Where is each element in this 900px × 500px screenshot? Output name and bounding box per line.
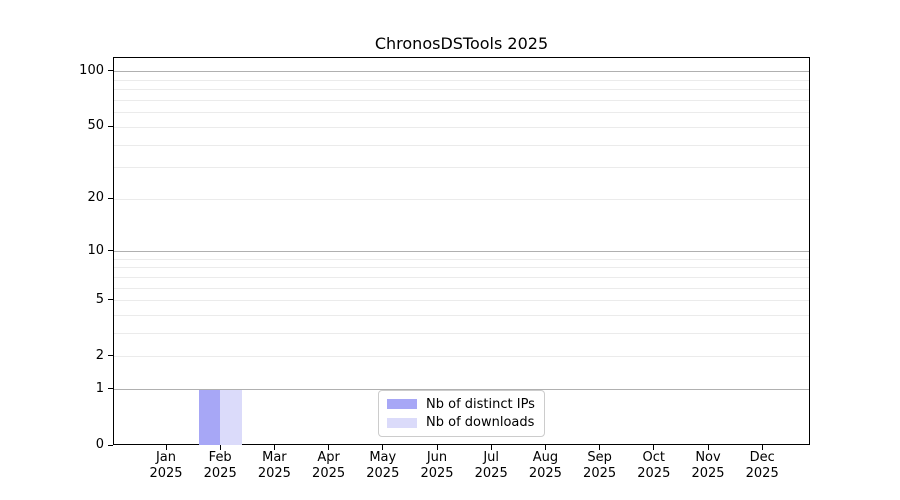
x-tick-year: 2025 xyxy=(691,466,725,481)
x-tick-mark xyxy=(653,445,655,450)
x-tick-label: Dec 2025 xyxy=(730,450,794,482)
x-tick-label: Nov 2025 xyxy=(676,450,740,482)
x-tick-label: Oct 2025 xyxy=(622,450,686,482)
major-gridline xyxy=(114,251,809,253)
major-gridline xyxy=(114,389,809,391)
x-tick-mark xyxy=(761,445,763,450)
plot-area xyxy=(113,57,810,445)
x-tick-mark xyxy=(165,445,167,450)
x-tick-month: Sep xyxy=(587,450,612,465)
y-tick-mark xyxy=(108,299,113,301)
x-tick-year: 2025 xyxy=(637,466,671,481)
minor-gridline xyxy=(114,144,809,146)
x-tick-month: Jan xyxy=(155,450,177,465)
y-tick-mark xyxy=(108,444,113,446)
minor-gridline xyxy=(114,126,809,128)
bar-feb-nb-of-distinct-ips xyxy=(198,389,221,445)
minor-gridline xyxy=(114,79,809,81)
x-tick-month: Nov xyxy=(695,450,721,465)
x-tick-month: Aug xyxy=(532,450,559,465)
x-tick-label: May 2025 xyxy=(351,450,415,482)
y-tick-label: 20 xyxy=(87,190,104,206)
x-tick-year: 2025 xyxy=(474,466,508,481)
x-tick-month: May xyxy=(369,450,397,465)
minor-gridline xyxy=(114,100,809,102)
x-tick-mark xyxy=(599,445,601,450)
minor-gridline xyxy=(114,287,809,289)
minor-gridline xyxy=(114,276,809,278)
minor-gridline xyxy=(114,198,809,200)
x-tick-label: Feb 2025 xyxy=(188,450,252,482)
y-tick-label: 50 xyxy=(87,118,104,134)
minor-gridline xyxy=(114,89,809,91)
x-tick-month: Jun xyxy=(426,450,448,465)
minor-gridline xyxy=(114,258,809,260)
legend-swatch xyxy=(387,417,417,428)
x-tick-mark xyxy=(328,445,330,450)
x-tick-mark xyxy=(382,445,384,450)
y-tick-mark xyxy=(108,355,113,357)
y-tick-label: 0 xyxy=(95,437,104,452)
x-tick-month: Feb xyxy=(208,450,232,465)
x-tick-year: 2025 xyxy=(312,466,346,481)
y-tick-mark xyxy=(108,70,113,72)
legend-entry: Nb of distinct IPs xyxy=(387,397,536,412)
legend-label: Nb of distinct IPs xyxy=(426,396,535,412)
minor-gridline xyxy=(114,356,809,358)
x-tick-label: Apr 2025 xyxy=(297,450,361,482)
x-tick-mark xyxy=(707,445,709,450)
minor-gridline xyxy=(114,112,809,114)
x-tick-label: Aug 2025 xyxy=(513,450,577,482)
minor-gridline xyxy=(114,300,809,302)
x-tick-year: 2025 xyxy=(528,466,562,481)
legend: Nb of distinct IPs Nb of downloads xyxy=(378,390,545,437)
chart-title: ChronosDSTools 2025 xyxy=(374,34,549,53)
major-gridline xyxy=(114,71,809,73)
y-tick-label: 5 xyxy=(95,291,104,307)
x-tick-month: Mar xyxy=(262,450,287,465)
bar-feb-nb-of-downloads xyxy=(220,389,242,445)
x-tick-mark xyxy=(436,445,438,450)
x-tick-mark xyxy=(219,445,221,450)
x-tick-year: 2025 xyxy=(745,466,779,481)
x-tick-label: Jun 2025 xyxy=(405,450,469,482)
y-tick-mark xyxy=(108,250,113,252)
minor-gridline xyxy=(114,333,809,335)
x-tick-year: 2025 xyxy=(583,466,617,481)
y-tick-label: 10 xyxy=(87,242,104,258)
x-tick-mark xyxy=(544,445,546,450)
minor-gridline xyxy=(114,267,809,269)
legend-swatch xyxy=(387,399,417,410)
legend-entry: Nb of downloads xyxy=(387,415,536,430)
y-tick-label: 100 xyxy=(79,62,104,78)
x-tick-year: 2025 xyxy=(149,466,183,481)
x-tick-year: 2025 xyxy=(366,466,400,481)
minor-gridline xyxy=(114,167,809,169)
x-tick-mark xyxy=(490,445,492,450)
x-tick-mark xyxy=(273,445,275,450)
x-tick-month: Oct xyxy=(642,450,666,465)
x-tick-label: Sep 2025 xyxy=(568,450,632,482)
x-tick-month: Dec xyxy=(749,450,775,465)
legend-label: Nb of downloads xyxy=(426,415,535,431)
minor-gridline xyxy=(114,315,809,317)
x-tick-label: Jan 2025 xyxy=(134,450,198,482)
x-tick-year: 2025 xyxy=(257,466,291,481)
x-tick-label: Jul 2025 xyxy=(459,450,523,482)
x-tick-year: 2025 xyxy=(420,466,454,481)
y-tick-label: 2 xyxy=(95,347,104,363)
x-tick-year: 2025 xyxy=(203,466,237,481)
y-tick-mark xyxy=(108,388,113,390)
y-tick-mark xyxy=(108,125,113,127)
y-tick-mark xyxy=(108,197,113,199)
y-tick-label: 1 xyxy=(95,380,104,396)
x-tick-month: Apr xyxy=(317,450,340,465)
x-tick-label: Mar 2025 xyxy=(242,450,306,482)
x-tick-month: Jul xyxy=(483,450,500,465)
